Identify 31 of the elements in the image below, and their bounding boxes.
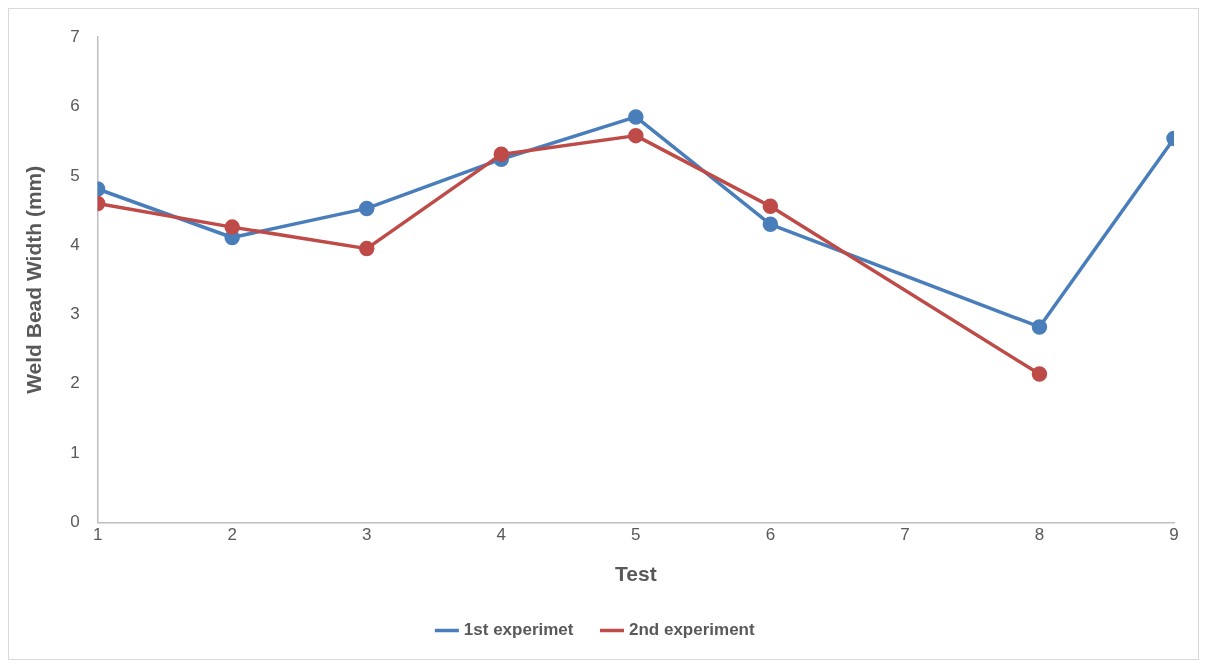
legend-label: 1st experimet	[463, 620, 574, 640]
y-tick-label: 4	[70, 234, 80, 254]
x-tick-label: 2	[227, 525, 237, 545]
legend-label: 2nd experiment	[628, 620, 755, 640]
y-tick-label: 5	[70, 165, 80, 185]
point	[762, 198, 779, 215]
point	[1031, 366, 1048, 382]
point	[762, 216, 779, 233]
point	[358, 200, 375, 217]
x-tick-label: 3	[362, 525, 372, 545]
point	[224, 219, 240, 235]
x-tick-label: 1	[92, 525, 103, 545]
y-tick-label: 0	[70, 512, 80, 532]
y-tick-label: 6	[70, 96, 80, 116]
x-tick-label: 4	[496, 525, 507, 545]
point	[1031, 319, 1048, 335]
point	[628, 127, 644, 144]
point	[628, 109, 644, 125]
x-tick-label: 7	[900, 525, 910, 545]
x-tick-label: 5	[631, 525, 641, 545]
y-tick-label: 7	[70, 26, 80, 46]
x-tick-label: 9	[1169, 525, 1179, 545]
y-tick-label: 1	[70, 442, 80, 462]
y-tick-label: 3	[70, 304, 80, 324]
x-axis-title: Test	[615, 562, 657, 586]
x-tick-label: 6	[765, 525, 776, 545]
point	[358, 240, 375, 257]
point	[493, 146, 510, 163]
y-tick-label: 2	[70, 373, 80, 393]
y-axis-title: Weld Bead Width (mm)	[22, 165, 46, 394]
x-tick-label: 8	[1034, 525, 1045, 545]
